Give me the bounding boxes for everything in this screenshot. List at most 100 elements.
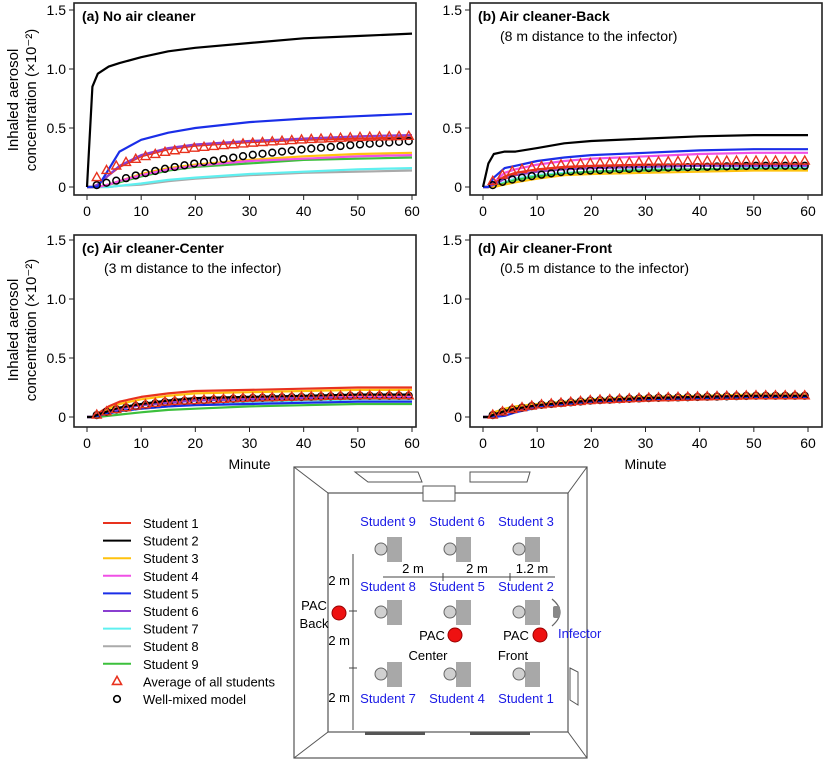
average-marker <box>91 171 103 182</box>
average-marker <box>555 396 567 407</box>
y-tick-label: 0 <box>454 179 462 195</box>
average-marker <box>334 131 347 142</box>
well-mixed-marker <box>537 170 546 179</box>
average-marker <box>487 174 499 186</box>
student-label: Student 3 <box>498 514 554 529</box>
ylabel-line1: Inhaled aerosol <box>5 279 22 382</box>
average-marker <box>769 154 782 165</box>
x-tick-label: 30 <box>242 435 258 451</box>
x-tick-label: 50 <box>350 435 366 451</box>
average-marker <box>286 134 298 145</box>
average-marker <box>208 393 220 404</box>
average-marker <box>149 396 161 408</box>
well-mixed-marker <box>488 180 497 190</box>
student-label: Student 7 <box>360 691 416 706</box>
wall-corner <box>567 731 588 759</box>
average-marker <box>594 393 606 404</box>
average-marker <box>643 391 655 402</box>
desk <box>525 537 540 562</box>
average-marker <box>730 154 743 165</box>
average-marker <box>691 390 704 401</box>
average-marker <box>120 156 132 167</box>
average-marker <box>354 389 366 400</box>
average-marker <box>188 141 200 152</box>
legend-label: Well-mixed model <box>143 692 246 707</box>
chair-icon <box>443 605 457 619</box>
average-marker <box>198 393 210 404</box>
average-marker <box>672 155 684 166</box>
well-mixed-marker <box>781 161 790 170</box>
panel-c: 0 10 20 30 40 50 60 0 0.5 1.0 1.5 (c) Air cleaner-C… <box>47 232 420 472</box>
average-marker <box>383 389 395 400</box>
panel-title: (b) Air cleaner-Back <box>478 8 610 24</box>
average-marker <box>139 150 152 161</box>
well-mixed-marker <box>170 162 179 172</box>
legend-label: Student 9 <box>143 657 199 672</box>
pac-center-label: PAC <box>419 628 445 643</box>
average-marker <box>237 137 249 148</box>
legend-label: Student 5 <box>143 586 199 601</box>
x-tick-label: 0 <box>479 435 487 451</box>
well-mixed-marker <box>742 161 751 171</box>
well-mixed-marker <box>346 141 355 150</box>
x-tick-label: 20 <box>584 203 600 219</box>
average-marker <box>315 390 327 401</box>
average-marker <box>364 389 376 400</box>
well-mixed-marker <box>297 145 306 154</box>
x-tick-label: 40 <box>296 203 312 219</box>
average-marker <box>169 144 181 155</box>
average-marker <box>545 159 557 170</box>
y-tick-label: 1.5 <box>443 2 463 18</box>
average-marker <box>506 165 518 176</box>
average-marker <box>149 148 161 159</box>
x-tick-label: 60 <box>800 203 816 219</box>
y-tick-label: 1.5 <box>443 232 463 248</box>
average-marker <box>139 398 152 409</box>
average-marker <box>662 391 674 402</box>
ylabel-line1: Inhaled aerosol <box>5 49 22 152</box>
well-mixed-marker <box>751 161 761 170</box>
average-marker <box>266 135 278 146</box>
average-marker <box>110 159 122 170</box>
average-marker <box>750 154 762 165</box>
average-marker <box>652 155 665 166</box>
average-marker <box>286 390 298 401</box>
average-marker <box>217 392 230 403</box>
panel-title: (c) Air cleaner-Center <box>82 240 224 256</box>
average-marker <box>555 158 567 169</box>
well-mixed-marker <box>199 157 209 167</box>
infector-label: Infector <box>558 626 602 641</box>
chair-icon <box>512 542 526 556</box>
average-marker <box>91 408 103 419</box>
well-mixed-marker <box>316 143 326 152</box>
average-marker <box>633 155 645 167</box>
student-label: Student 8 <box>360 579 416 594</box>
average-marker <box>584 157 596 168</box>
y-tick-label: 0.5 <box>47 350 67 366</box>
series-line-student-2 <box>483 394 808 419</box>
pac-back-label: Back <box>300 616 329 631</box>
well-mixed-marker <box>771 161 780 170</box>
average-marker <box>344 389 356 400</box>
average-marker <box>623 392 635 403</box>
y-axis-label-top: Inhaled aerosol concentration (×10⁻²) <box>5 29 40 172</box>
panel-title: (a) No air cleaner <box>82 8 196 24</box>
average-marker <box>305 133 317 144</box>
average-marker <box>799 154 811 165</box>
legend-label: Student 4 <box>143 569 199 584</box>
series-line-student-5 <box>483 148 808 189</box>
average-marker <box>789 389 801 400</box>
average-marker <box>227 138 239 149</box>
average-marker <box>325 389 337 401</box>
average-marker <box>256 136 269 147</box>
average-marker <box>227 392 239 403</box>
legend-label: Student 3 <box>143 551 199 566</box>
x-tick-label: 50 <box>746 203 762 219</box>
average-marker <box>364 130 376 141</box>
desk <box>387 600 402 625</box>
average-marker <box>760 389 772 400</box>
average-marker <box>721 154 733 165</box>
dim-label: 2 m <box>466 561 488 576</box>
average-marker <box>208 140 220 151</box>
